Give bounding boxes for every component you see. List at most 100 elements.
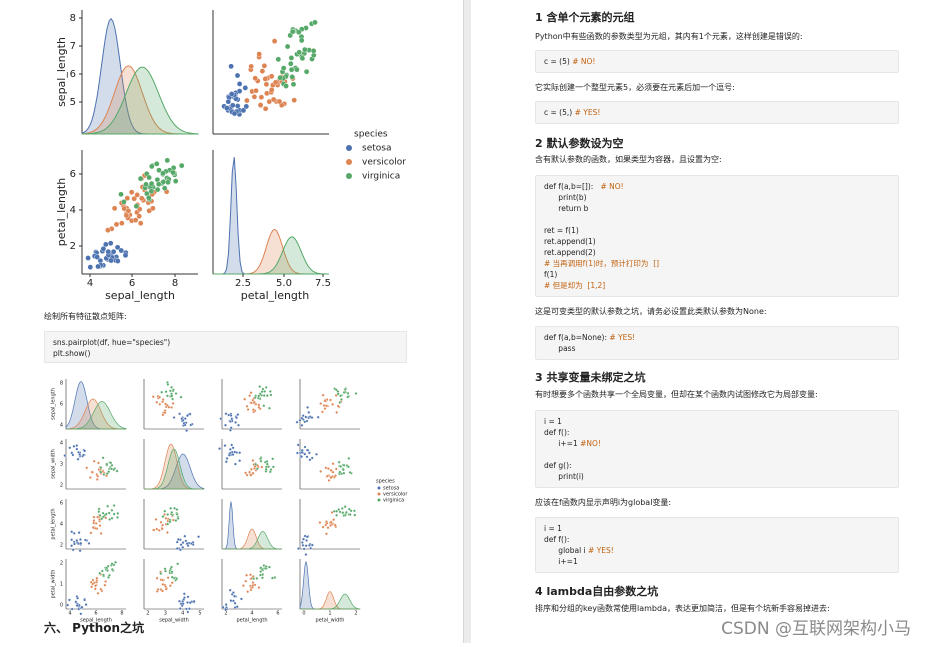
code-line: def f(a,b=[]): # NO! xyxy=(544,181,890,192)
scatter-point xyxy=(80,605,84,609)
code-line: return b xyxy=(544,203,890,214)
paragraph: 含有默认参数的函数，如果类型为容器，且设置为空: xyxy=(535,155,722,164)
scatter-point xyxy=(180,417,184,421)
left-page: 8 7 6 5 6 4 2 4 6 8 2.5 5.0 7.5 sepal_length petal_len… xyxy=(0,0,463,643)
scatter-point xyxy=(182,592,186,596)
scatter-point xyxy=(335,513,339,517)
scatter-point xyxy=(310,48,317,54)
scatter-point xyxy=(302,547,306,551)
scatter-point xyxy=(87,264,94,270)
y-tick-label: 4 xyxy=(70,205,76,216)
scatter-point xyxy=(231,591,235,595)
scatter-point xyxy=(188,412,192,416)
scatter-point xyxy=(138,195,145,202)
x-tick-label: 7.5 xyxy=(315,278,331,289)
scatter-point xyxy=(264,567,268,571)
scatter-point xyxy=(301,537,305,541)
code-line: def f(): xyxy=(544,534,890,545)
scatter-point xyxy=(63,454,67,458)
scatter-point xyxy=(295,451,299,455)
scatter-point xyxy=(297,547,301,551)
scatter-point xyxy=(333,523,337,527)
scatter-point xyxy=(326,474,330,478)
scatter-point xyxy=(188,601,192,605)
scatter-point xyxy=(164,587,168,591)
scatter-point xyxy=(268,389,272,393)
scatter-point xyxy=(277,74,283,81)
scatter-point xyxy=(301,414,305,418)
scatter-point xyxy=(225,98,232,105)
scatter-point xyxy=(342,463,346,467)
scatter-point xyxy=(184,607,188,611)
scatter-point xyxy=(331,470,335,474)
paragraph: 它实际创建一个整型元素5，必须要在元素后加一个逗号: xyxy=(535,83,735,92)
scatter-point xyxy=(178,412,182,416)
legend-marker xyxy=(346,145,352,151)
scatter-point xyxy=(248,470,252,474)
scatter-point xyxy=(105,472,109,476)
scatter-point xyxy=(67,598,71,602)
scatter-point xyxy=(338,510,342,514)
scatter-point xyxy=(300,416,304,420)
scatter-point xyxy=(223,423,227,427)
scatter-point xyxy=(229,599,233,603)
scatter-point xyxy=(261,63,268,69)
scatter-point xyxy=(305,535,309,539)
scatter-point xyxy=(307,410,311,414)
scatter-point xyxy=(160,527,164,531)
scatter-point xyxy=(90,470,94,474)
scatter-point xyxy=(161,515,165,519)
scatter-point xyxy=(334,393,338,397)
scatter-point xyxy=(275,56,282,63)
scatter-point xyxy=(296,443,300,447)
scatter-point xyxy=(324,466,328,470)
legend-title: species xyxy=(376,479,395,485)
scatter-point xyxy=(353,513,357,517)
scatter-point xyxy=(92,459,96,463)
scatter-point xyxy=(178,162,185,169)
scatter-point xyxy=(76,542,80,546)
scatter-point xyxy=(169,565,173,569)
scatter-point xyxy=(233,450,237,454)
scatter-point xyxy=(267,406,271,410)
x-axis-label: petal_length xyxy=(236,618,267,624)
scatter-point xyxy=(128,189,135,195)
code-text: print(b) xyxy=(544,193,587,202)
scatter-point xyxy=(300,448,304,452)
scatter-point xyxy=(101,456,105,460)
scatter-point xyxy=(99,587,103,591)
scatter-point xyxy=(352,509,356,513)
scatter-point xyxy=(334,388,338,392)
kde-curve xyxy=(144,448,204,490)
scatter-point xyxy=(326,526,330,530)
scatter-point xyxy=(93,587,97,591)
scatter-point xyxy=(252,577,256,581)
code-text: ret.append(1) xyxy=(544,237,596,246)
scatter-point xyxy=(227,453,231,457)
scatter-point xyxy=(230,443,234,447)
x-tick-label: 0 xyxy=(302,611,305,617)
scatter-point xyxy=(300,455,304,459)
scatter-point xyxy=(160,578,164,582)
y-tick-label: 6 xyxy=(60,402,63,408)
scatter-point xyxy=(70,451,74,455)
scatter-point xyxy=(288,55,295,61)
code-comment: # YES! xyxy=(588,546,614,555)
scatter-point xyxy=(152,528,156,532)
scatter-point xyxy=(181,545,185,549)
scatter-point xyxy=(255,576,259,580)
legend-item: virginica xyxy=(383,498,404,504)
scatter-point xyxy=(156,167,162,173)
scatter-point xyxy=(165,394,169,398)
x-tick-label: 4 xyxy=(250,611,253,617)
y-tick-label: 2 xyxy=(60,543,63,549)
scatter-point xyxy=(166,383,170,387)
code-line: print(i) xyxy=(544,471,890,482)
scatter-point xyxy=(221,605,225,609)
scatter-point xyxy=(228,420,232,424)
code-comment: #NO! xyxy=(580,439,601,448)
scatter-point xyxy=(287,60,294,67)
y-axis-label: petal_width xyxy=(51,570,57,599)
scatter-point xyxy=(243,103,250,110)
scatter-point xyxy=(175,540,179,544)
